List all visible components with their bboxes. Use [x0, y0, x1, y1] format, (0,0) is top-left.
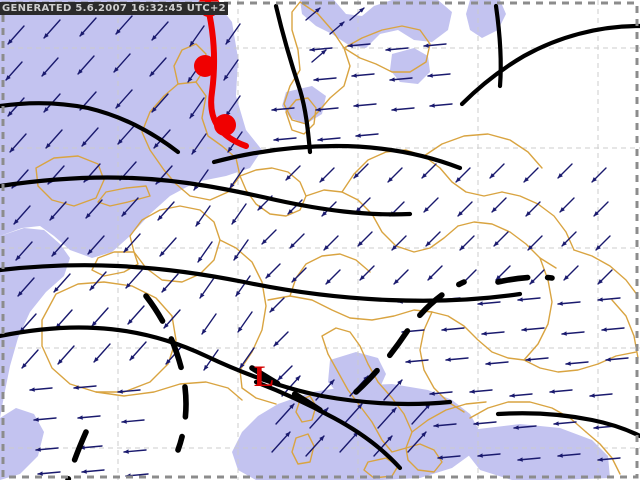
low-pressure-marker: L	[254, 360, 274, 393]
precipitation-shading-layer	[0, 0, 610, 480]
generated-timestamp-label: GENERATED 5.6.2007 16:32:45 UTC+2	[0, 2, 228, 15]
low-pressure-label: L	[254, 360, 274, 393]
wind-barb-layer	[5, 7, 629, 478]
isobar-front-layer	[0, 3, 640, 471]
warm-front-pip	[194, 55, 216, 77]
warm-front-pip	[214, 114, 236, 136]
trough-line-layer	[65, 274, 555, 480]
